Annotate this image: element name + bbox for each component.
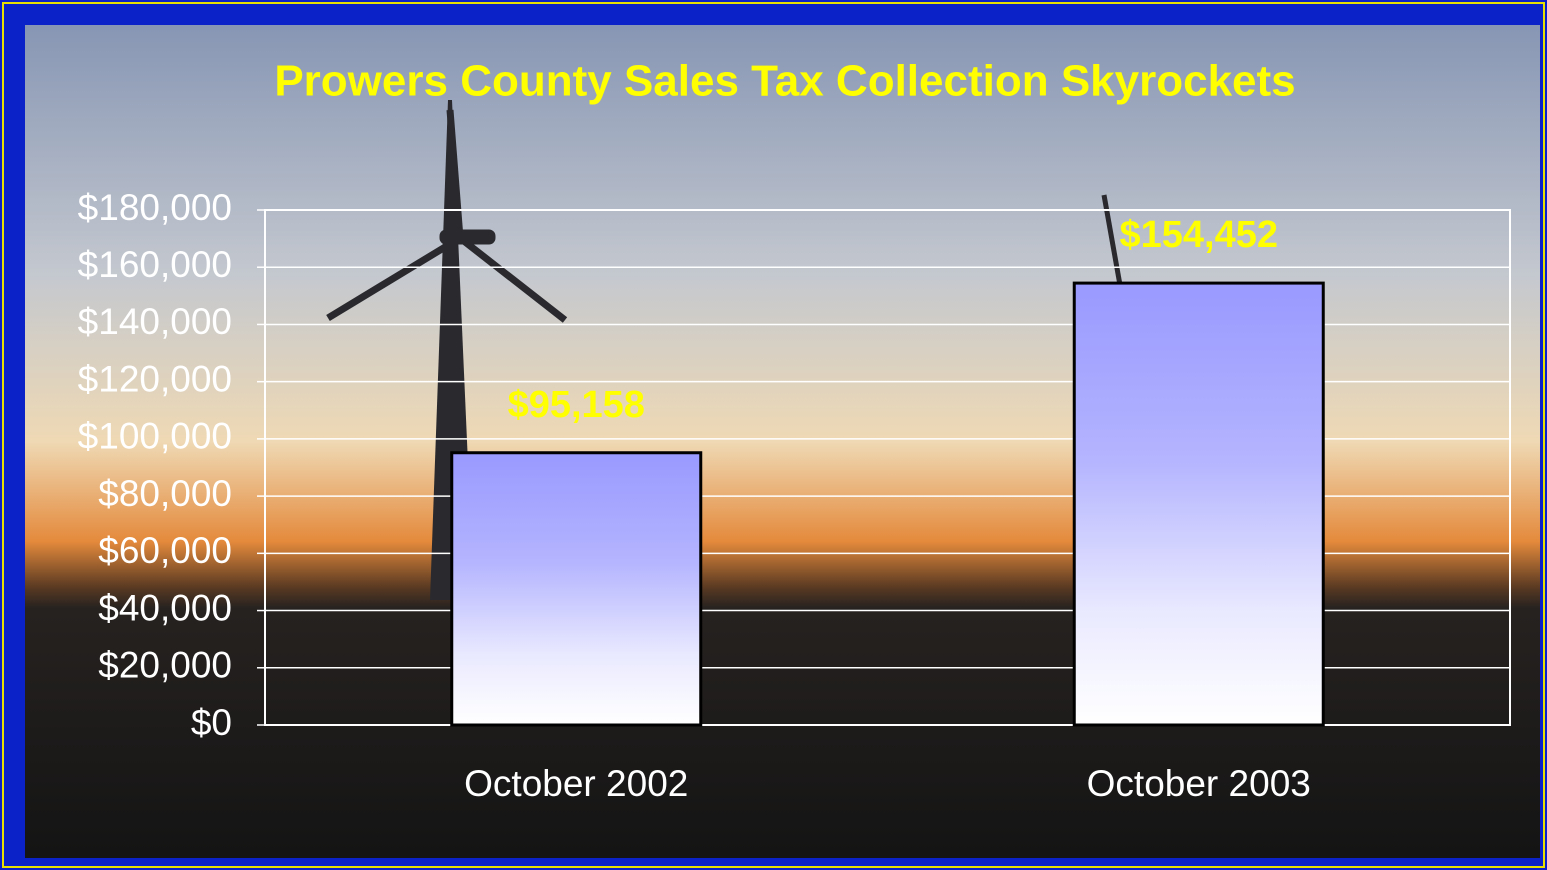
- y-tick-label: $80,000: [98, 473, 232, 514]
- chart-title: Prowers County Sales Tax Collection Skyr…: [274, 57, 1295, 106]
- y-tick-label: $20,000: [98, 645, 232, 686]
- chart: Prowers County Sales Tax Collection Skyr…: [0, 0, 1547, 870]
- y-tick-label: $140,000: [78, 301, 232, 342]
- bar: [1074, 283, 1323, 725]
- y-tick-label: $100,000: [78, 416, 232, 457]
- page: {"chart_data": {"type": "bar", "title": …: [0, 0, 1547, 870]
- y-tick-label: $180,000: [78, 187, 232, 228]
- bar: [452, 453, 701, 725]
- value-label: $154,452: [1120, 214, 1279, 256]
- y-tick-label: $0: [191, 702, 232, 743]
- y-tick-label: $60,000: [98, 530, 232, 571]
- value-label: $95,158: [508, 384, 645, 426]
- y-tick-label: $40,000: [98, 587, 232, 628]
- y-tick-label: $160,000: [78, 244, 232, 285]
- y-tick-label: $120,000: [78, 358, 232, 399]
- x-tick-label: October 2002: [464, 763, 688, 804]
- x-tick-label: October 2003: [1087, 763, 1311, 804]
